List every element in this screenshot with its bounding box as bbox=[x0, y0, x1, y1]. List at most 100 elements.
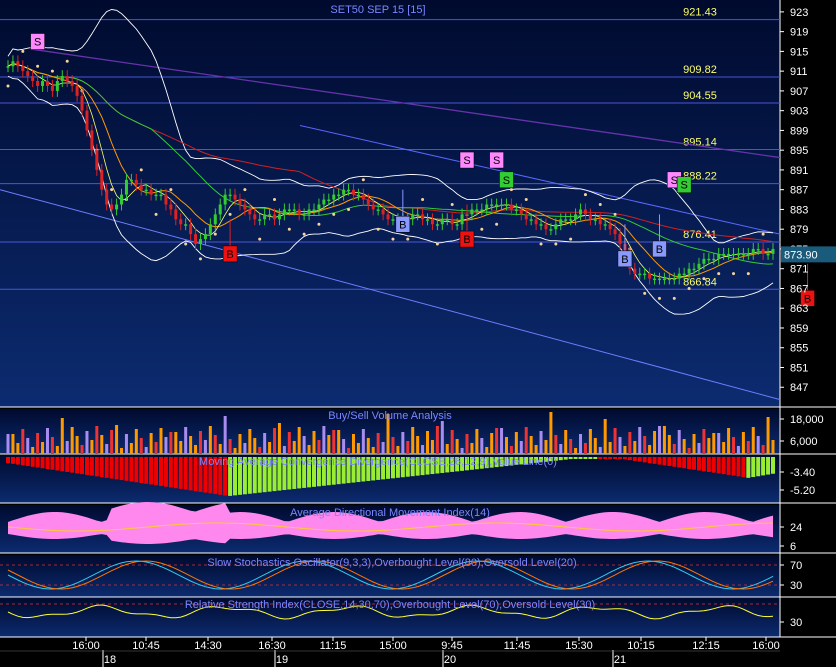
volume-bar bbox=[164, 437, 168, 454]
candle-body bbox=[238, 199, 242, 205]
candle-body bbox=[613, 229, 617, 235]
candle-body bbox=[475, 209, 479, 211]
macd-histogram-bar bbox=[425, 457, 430, 475]
volume-bar bbox=[31, 447, 35, 454]
volume-bar bbox=[322, 426, 326, 454]
candle-body bbox=[139, 184, 143, 190]
candle-body bbox=[638, 273, 642, 276]
macd-histogram-bar bbox=[627, 457, 632, 461]
candle-body bbox=[504, 204, 508, 206]
macd-histogram-bar bbox=[637, 457, 642, 462]
candle-body bbox=[692, 268, 696, 271]
macd-histogram-bar bbox=[213, 457, 218, 495]
candle-body bbox=[682, 273, 686, 276]
x-time-label: 14:30 bbox=[194, 640, 222, 652]
volume-bar bbox=[500, 428, 504, 454]
volume-bar bbox=[643, 436, 647, 454]
macd-histogram-bar bbox=[642, 457, 647, 463]
buy-signal-box bbox=[800, 290, 815, 307]
macd-histogram-bar bbox=[307, 457, 312, 488]
buy-signal-box bbox=[617, 250, 633, 268]
x-time-label: 11:45 bbox=[504, 640, 531, 652]
macd-histogram-bar bbox=[509, 457, 514, 466]
bollinger-upper bbox=[7, 9, 774, 244]
y-tick-label: 887 bbox=[790, 185, 808, 197]
macd-histogram-bar bbox=[390, 457, 395, 479]
parabolic-sar-dot bbox=[569, 237, 573, 241]
candle-body bbox=[727, 253, 731, 256]
parabolic-sar-dot bbox=[761, 232, 765, 236]
macd-histogram-bar bbox=[593, 457, 598, 459]
volume-bar bbox=[514, 432, 518, 454]
volume-bar bbox=[692, 434, 696, 454]
macd-histogram-bar bbox=[218, 457, 223, 495]
volume-bar bbox=[16, 443, 20, 454]
candle-body bbox=[544, 224, 548, 230]
level-label: 866.84 bbox=[683, 276, 717, 288]
volume-bar bbox=[361, 429, 365, 454]
parabolic-sar-dot bbox=[613, 212, 617, 216]
candle-body bbox=[85, 110, 89, 131]
x-time-label: 9:45 bbox=[441, 640, 462, 652]
sell-signal: S bbox=[459, 151, 475, 169]
level-label: 904.55 bbox=[683, 90, 717, 102]
macd-histogram-bar bbox=[420, 457, 425, 476]
volume-bar bbox=[771, 440, 775, 454]
macd-histogram-bar bbox=[163, 457, 168, 487]
candle-body bbox=[263, 214, 267, 220]
candle-body bbox=[218, 204, 222, 215]
volume-bar bbox=[574, 448, 578, 454]
buy-signal-box bbox=[222, 245, 238, 263]
buy-signal-label: B bbox=[804, 293, 811, 305]
macd-histogram-bar bbox=[677, 457, 682, 468]
macd-histogram-bar bbox=[474, 457, 479, 470]
sell-signal-label: S bbox=[493, 155, 500, 167]
macd-histogram-bar bbox=[361, 457, 366, 482]
x-date-label: 20 bbox=[444, 654, 456, 666]
macd-histogram-bar bbox=[706, 457, 711, 472]
candle-body bbox=[756, 248, 760, 251]
volume-bar bbox=[238, 434, 242, 454]
candle-body bbox=[75, 85, 79, 96]
y-tick-label: 895 bbox=[790, 145, 808, 157]
candle-body bbox=[347, 189, 351, 192]
buy-signal: B bbox=[395, 216, 411, 233]
volume-bar bbox=[638, 427, 642, 454]
candle-body bbox=[159, 194, 163, 197]
macd-histogram-bar bbox=[682, 457, 687, 469]
macd-histogram-bar bbox=[198, 457, 203, 492]
macd-histogram-bar bbox=[168, 457, 173, 488]
candle-body bbox=[292, 209, 296, 211]
volume-bar bbox=[376, 433, 380, 454]
y-tick-label: 879 bbox=[790, 224, 808, 236]
candle-body bbox=[243, 204, 247, 210]
candle-body bbox=[317, 204, 321, 210]
macd-histogram-bar bbox=[543, 457, 548, 462]
volume-bar bbox=[554, 435, 558, 454]
volume-bar bbox=[598, 447, 602, 454]
parabolic-sar-dot bbox=[154, 212, 158, 216]
candle-body bbox=[179, 219, 183, 225]
volume-bar bbox=[411, 427, 415, 454]
parabolic-sar-dot bbox=[495, 222, 499, 226]
macd-histogram-bar bbox=[563, 457, 568, 460]
macd-histogram-bar bbox=[376, 457, 381, 480]
candle-body bbox=[129, 179, 133, 182]
volume-bar bbox=[371, 447, 375, 454]
candle-body bbox=[534, 219, 538, 225]
candle-body bbox=[746, 253, 750, 256]
last-price-label: 873.90 bbox=[784, 249, 818, 261]
parabolic-sar-dot bbox=[539, 242, 543, 246]
macd-histogram-bar bbox=[287, 457, 292, 490]
buy-signal: B bbox=[459, 230, 475, 248]
candle-body bbox=[60, 76, 64, 82]
macd-histogram-bar bbox=[692, 457, 697, 470]
candle-body bbox=[80, 95, 84, 111]
volume-bar bbox=[593, 438, 597, 454]
candle-body bbox=[460, 214, 464, 225]
sell-signal-label: S bbox=[503, 175, 510, 187]
volume-bar bbox=[223, 416, 227, 454]
volume-bar bbox=[26, 438, 30, 454]
macd-histogram-bar bbox=[89, 457, 94, 476]
